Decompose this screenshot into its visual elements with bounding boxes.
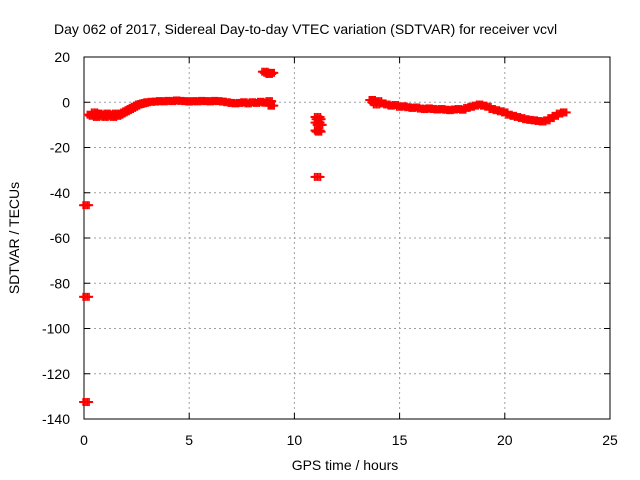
tick-layer: -140 -120 -100 -80 -60 -40 -20 0 20 0 5 10 15 20 25: [42, 49, 618, 448]
y-tick-label: 0: [62, 94, 70, 110]
y-tick-label: -140: [42, 411, 70, 427]
x-tick-label: 15: [392, 432, 408, 448]
data-point: [312, 120, 327, 129]
data-point: [79, 292, 94, 301]
y-axis-label: SDTVAR / TECUs: [6, 182, 22, 294]
x-tick-label: 20: [497, 432, 513, 448]
points-layer: [79, 67, 571, 407]
data-point: [310, 172, 325, 181]
y-tick-label: -20: [50, 140, 70, 156]
x-tick-label: 5: [185, 432, 193, 448]
data-point: [79, 201, 94, 210]
y-tick-label: -80: [50, 275, 70, 291]
y-tick-label: -100: [42, 321, 70, 337]
data-point: [262, 97, 277, 106]
data-point: [79, 398, 94, 407]
x-tick-label: 25: [602, 432, 618, 448]
y-tick-label: 20: [54, 49, 70, 65]
x-tick-label: 10: [287, 432, 303, 448]
y-tick-label: -60: [50, 230, 70, 246]
data-point: [264, 68, 279, 77]
data-point: [556, 108, 571, 117]
y-tick-label: -120: [42, 366, 70, 382]
x-tick-label: 0: [80, 432, 88, 448]
x-axis-label: GPS time / hours: [292, 457, 399, 473]
plot-frame: [83, 56, 611, 420]
grid-layer: [84, 57, 610, 419]
data-point: [311, 127, 326, 136]
chart-title: Day 062 of 2017, Sidereal Day-to-day VTE…: [54, 21, 557, 37]
data-point: [264, 101, 279, 110]
y-tick-label: -40: [50, 185, 70, 201]
